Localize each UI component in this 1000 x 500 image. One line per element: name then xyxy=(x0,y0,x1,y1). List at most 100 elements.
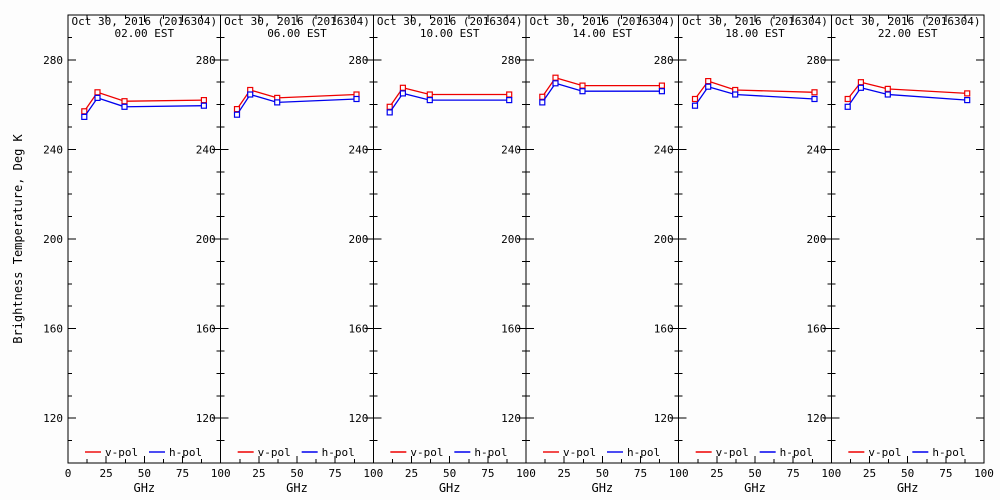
v-pol-line xyxy=(389,87,510,108)
v-pol-marker xyxy=(399,84,406,91)
y-tick-label: 200 xyxy=(654,233,674,246)
h-pol-marker xyxy=(691,102,699,109)
h-pol-marker xyxy=(94,94,101,102)
x-axis-title: GHz xyxy=(133,481,155,495)
y-tick-label: 200 xyxy=(43,233,63,246)
y-tick-label: 240 xyxy=(43,143,63,156)
panel-5: 25 50 75 100 120 160 200 240 280 Oct 30, 2016 (20… xyxy=(654,14,841,495)
h-pol-marker xyxy=(233,111,241,118)
h-pol-line xyxy=(236,93,357,116)
x-tick-label: 25 xyxy=(405,467,418,480)
v-pol-marker xyxy=(658,82,666,89)
h-pol-marker xyxy=(552,80,559,87)
legend-hpol-label: h-pol xyxy=(780,446,813,459)
v-pol-marker xyxy=(691,95,699,103)
panel-4: 25 50 75 100 120 160 200 240 280 Oct 30, 2016 (20… xyxy=(501,14,689,495)
panel-title-date: Oct 30, 2016 (2016304) xyxy=(529,15,675,28)
v-pol-marker xyxy=(506,91,513,98)
y-tick-label: 240 xyxy=(348,143,368,156)
panel-2: 25 50 75 100 120 160 200 240 280 Oct 30, 2016 (20… xyxy=(196,14,383,495)
x-tick-label: 100 xyxy=(516,467,536,480)
v-pol-marker xyxy=(386,103,393,110)
x-tick-label: 25 xyxy=(100,467,113,480)
h-pol-line xyxy=(389,92,510,113)
h-pol-marker xyxy=(732,91,739,98)
y-tick-label: 280 xyxy=(43,54,63,67)
h-pol-marker xyxy=(121,103,128,110)
y-tick-label: 240 xyxy=(501,143,521,156)
x-tick-label: 75 xyxy=(634,467,647,480)
x-tick-label: 100 xyxy=(669,467,689,480)
y-tick-label: 200 xyxy=(806,233,826,246)
h-pol-marker xyxy=(964,96,971,104)
y-axis-title: Brightness Temperature, Deg K xyxy=(11,133,25,343)
x-tick-label: 100 xyxy=(821,467,841,480)
h-pol-marker xyxy=(399,90,406,97)
x-tick-label: 50 xyxy=(138,467,151,480)
y-tick-label: 240 xyxy=(196,143,216,156)
h-pol-marker xyxy=(247,91,254,98)
y-tick-label: 120 xyxy=(654,412,674,425)
v-pol-marker xyxy=(964,90,971,97)
panel-title-time: 14.00 EST xyxy=(573,27,633,40)
y-tick-label: 160 xyxy=(348,323,368,336)
y-tick-label: 200 xyxy=(196,233,216,246)
panel-title-time: 06.00 EST xyxy=(267,27,327,40)
y-tick-label: 120 xyxy=(348,412,368,425)
x-tick-label: 75 xyxy=(939,467,952,480)
x-axis-title: GHz xyxy=(897,481,919,495)
v-pol-line xyxy=(83,91,204,112)
panel-title-time: 22.00 EST xyxy=(878,27,938,40)
x-tick-label: 25 xyxy=(252,467,265,480)
v-pol-marker xyxy=(552,74,559,81)
x-tick-label: 25 xyxy=(710,467,723,480)
v-pol-marker xyxy=(539,93,546,100)
panel-title-time: 02.00 EST xyxy=(115,27,175,40)
h-pol-marker xyxy=(200,102,207,109)
x-axis-title: GHz xyxy=(286,481,308,495)
h-pol-marker xyxy=(353,95,360,103)
h-pol-marker xyxy=(705,83,712,90)
legend-hpol-label: h-pol xyxy=(627,446,660,459)
x-tick-label: 75 xyxy=(481,467,494,480)
x-axis-title: GHz xyxy=(591,481,613,495)
h-pol-line xyxy=(83,97,204,118)
legend-hpol-label: h-pol xyxy=(474,446,507,459)
panel-title-time: 10.00 EST xyxy=(420,27,480,40)
h-pol-line xyxy=(847,87,968,108)
x-tick-label: 50 xyxy=(901,467,914,480)
y-tick-label: 280 xyxy=(501,54,521,67)
legend-vpol-label: v-pol xyxy=(868,446,901,459)
y-tick-label: 120 xyxy=(501,412,521,425)
x-tick-label: 50 xyxy=(748,467,761,480)
h-pol-marker xyxy=(386,109,393,116)
h-pol-marker xyxy=(811,95,818,103)
v-pol-marker xyxy=(81,108,88,115)
panel-legend: v-pol h-pol xyxy=(543,446,660,459)
panel-3: 25 50 75 100 120 160 200 240 280 Oct 30, 2016 (20… xyxy=(348,14,536,495)
x-tick-label: 75 xyxy=(329,467,342,480)
y-tick-label: 120 xyxy=(806,412,826,425)
v-pol-line xyxy=(694,80,815,100)
h-pol-marker xyxy=(539,99,546,106)
h-pol-marker xyxy=(857,84,865,91)
x-tick-label: 25 xyxy=(863,467,876,480)
x-axis-title: GHz xyxy=(439,481,461,495)
panel-legend: v-pol h-pol xyxy=(848,446,965,459)
panel-title-time: 18.00 EST xyxy=(725,27,785,40)
panel-legend: v-pol h-pol xyxy=(695,446,813,459)
v-pol-marker xyxy=(884,85,891,93)
x-tick-label: 100 xyxy=(974,467,994,480)
legend-hpol-label: h-pol xyxy=(169,446,202,459)
panel-title-date: Oct 30, 2016 (2016304) xyxy=(224,15,370,28)
h-pol-marker xyxy=(426,96,433,104)
h-pol-line xyxy=(694,85,815,107)
h-pol-marker xyxy=(884,91,891,98)
y-tick-label: 280 xyxy=(348,54,368,67)
panel-legend: v-pol h-pol xyxy=(390,446,507,459)
y-tick-label: 160 xyxy=(806,323,826,336)
legend-vpol-label: v-pol xyxy=(105,446,138,459)
x-axis-title: GHz xyxy=(744,481,766,495)
y-tick-label: 280 xyxy=(654,54,674,67)
